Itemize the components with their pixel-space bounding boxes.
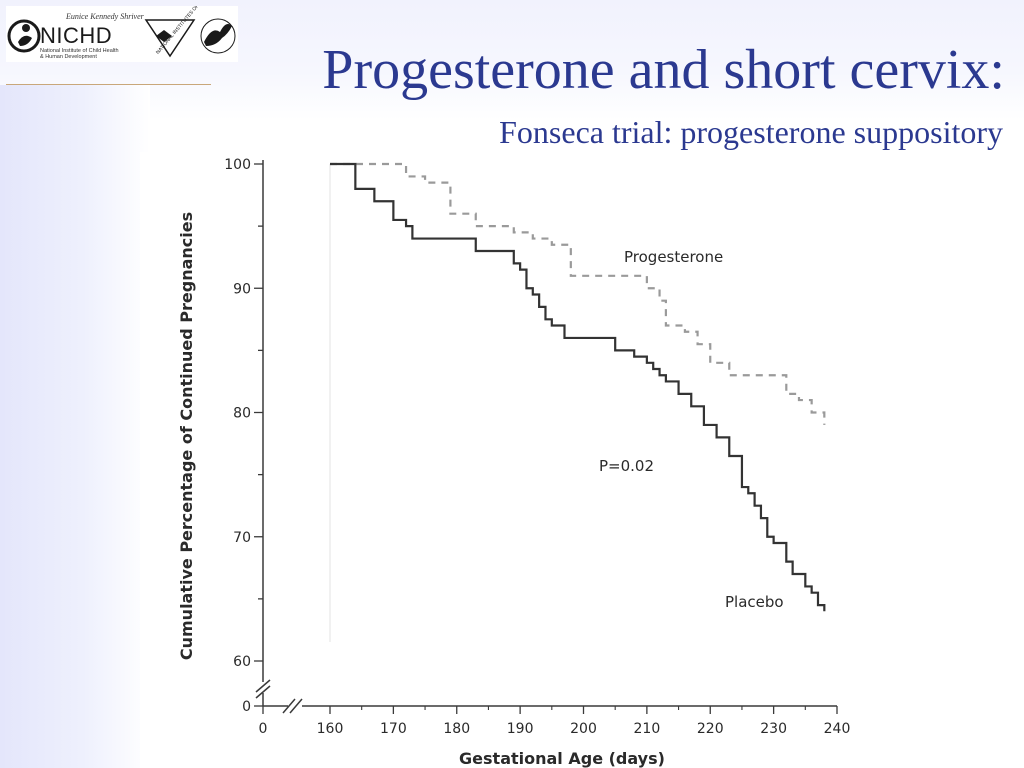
y-axis-break-mark: [255, 685, 271, 699]
logo-institute-line1: National Institute of Child Health: [40, 48, 119, 54]
x-axis-title: Gestational Age (days): [459, 749, 665, 768]
x-tick-label: 170: [380, 721, 407, 737]
series-label-placebo: Placebo: [725, 593, 784, 611]
slide-side-gradient: [0, 85, 150, 768]
x-tick-label: 160: [317, 721, 344, 737]
y-tick-label: 0: [242, 699, 251, 715]
x-axis-break-mark: [289, 698, 303, 714]
hhs-eagle-icon: [200, 18, 236, 54]
nichd-logo: Eunice Kennedy Shriver NICHD National In…: [6, 0, 238, 62]
axes: 0 60 70 80 90 100 0 160 170 180 190 200 210 220 230 240: [224, 157, 850, 737]
p-value-annotation: P=0.02: [599, 457, 654, 475]
series-line-placebo: [330, 162, 826, 612]
labels-layer: Gestational Age (days) Cumulative Percen…: [177, 212, 784, 768]
slide-subtitle: Fonseca trial: progesterone suppository: [499, 114, 1003, 150]
series-layer: [330, 162, 826, 612]
logo-script-text: Eunice Kennedy Shriver: [65, 12, 145, 21]
x-axis-break-mark: [282, 698, 296, 714]
y-tick-label: 60: [233, 654, 251, 670]
y-tick-label: 100: [224, 157, 251, 173]
x-tick-label: 240: [824, 721, 851, 737]
y-axis-title: Cumulative Percentage of Continued Pregn…: [177, 212, 196, 660]
y-axis-break-mark: [255, 679, 271, 693]
survival-chart: 0 60 70 80 90 100 0 160 170 180 190 200 210 220 230 240…: [177, 157, 850, 768]
logo-divider: [6, 84, 211, 85]
x-tick-label: 210: [634, 721, 661, 737]
series-label-progesterone: Progesterone: [624, 248, 723, 266]
slide-title: Progesterone and short cervix:: [322, 39, 1005, 101]
chart-panel: 0 60 70 80 90 100 0 160 170 180 190 200 210 220 230 240…: [140, 152, 1024, 768]
x-tick-label: 200: [570, 721, 597, 737]
logo-acronym: NICHD: [40, 23, 112, 48]
x-tick-label: 180: [443, 721, 470, 737]
y-tick-label: 70: [233, 530, 251, 546]
series-line-progesterone: [330, 162, 826, 425]
y-tick-label: 90: [233, 281, 251, 297]
x-tick-label: 0: [259, 721, 268, 737]
y-tick-label: 80: [233, 406, 251, 422]
x-tick-label: 220: [697, 721, 724, 737]
x-tick-label: 190: [507, 721, 534, 737]
logo-institute-line2: & Human Development: [40, 54, 97, 60]
x-tick-label: 230: [760, 721, 787, 737]
mother-child-emblem-icon: [7, 19, 41, 53]
nichd-logo-graphic: Eunice Kennedy Shriver NICHD National In…: [7, 0, 236, 60]
